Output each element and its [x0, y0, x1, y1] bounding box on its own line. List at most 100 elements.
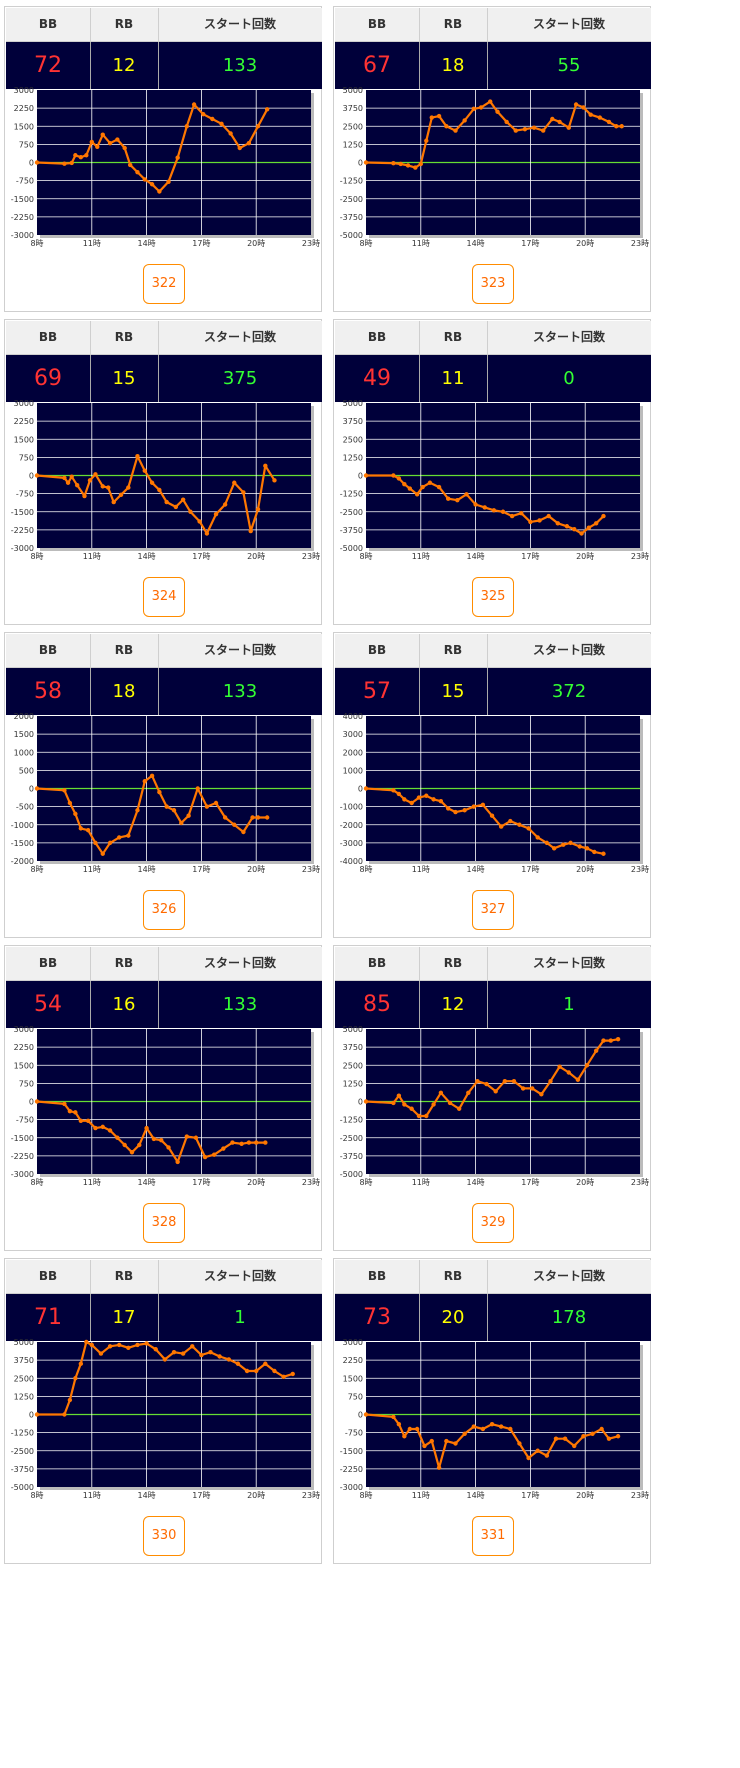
data-point — [402, 797, 407, 802]
y-tick-label: 5000 — [14, 1339, 34, 1347]
y-tick-label: 2250 — [343, 1356, 363, 1365]
machine-number-button[interactable]: 328 — [143, 1203, 185, 1243]
bb-count: 85 — [363, 992, 391, 1017]
x-tick-label: 11時 — [412, 239, 430, 247]
data-point — [180, 1351, 186, 1356]
y-tick-label: 1250 — [343, 1079, 363, 1088]
data-point — [171, 1349, 177, 1355]
machine-number-button[interactable]: 323 — [472, 264, 514, 304]
divider — [487, 668, 488, 715]
data-point — [517, 1441, 522, 1446]
data-point — [363, 1099, 369, 1104]
y-tick-label: 750 — [348, 1392, 363, 1401]
rb-count: 11 — [441, 368, 465, 389]
y-tick-label: 1500 — [14, 435, 34, 444]
data-point — [62, 161, 67, 166]
data-point — [391, 788, 396, 793]
y-tick-label: 3750 — [343, 1043, 363, 1052]
data-point — [584, 1063, 590, 1068]
x-tick-label: 20時 — [576, 239, 594, 247]
data-point — [478, 105, 484, 110]
divider — [158, 634, 159, 667]
data-point — [210, 116, 215, 122]
divider — [419, 947, 420, 980]
data-point — [407, 1426, 413, 1432]
x-tick-label: 23時 — [302, 865, 320, 873]
stats-header: BB RB スタート回数 — [6, 634, 322, 668]
stats-header: BB RB スタート回数 — [6, 947, 322, 981]
y-tick-label: 5000 — [343, 87, 363, 95]
data-point — [593, 1048, 599, 1053]
machine-number-button[interactable]: 324 — [143, 577, 185, 617]
data-point — [597, 115, 603, 120]
data-point — [405, 163, 411, 168]
data-point — [144, 1125, 149, 1131]
data-point — [197, 519, 202, 524]
data-point — [201, 111, 206, 117]
x-tick-label: 14時 — [138, 1491, 156, 1499]
x-tick-label: 23時 — [302, 552, 320, 560]
data-point — [87, 478, 93, 483]
y-tick-label: -2500 — [340, 195, 363, 204]
data-point — [537, 518, 542, 523]
data-point — [255, 815, 261, 820]
data-point — [453, 128, 458, 133]
y-tick-label: 1250 — [343, 140, 363, 149]
y-tick-label: -2500 — [11, 1447, 34, 1456]
machine-number-button[interactable]: 327 — [472, 890, 514, 930]
y-tick-label: 0 — [29, 159, 34, 168]
data-point — [550, 116, 555, 122]
data-point — [402, 482, 407, 487]
y-tick-label: -1500 — [340, 1447, 363, 1456]
machine-number-button[interactable]: 330 — [143, 1516, 185, 1556]
divider — [158, 42, 159, 89]
machine-number-button[interactable]: 329 — [472, 1203, 514, 1243]
x-tick-label: 17時 — [521, 1491, 539, 1499]
data-point — [438, 1090, 444, 1095]
data-point — [544, 840, 550, 846]
data-point — [480, 1426, 486, 1432]
y-tick-label: 0 — [358, 1411, 363, 1420]
data-point — [446, 496, 451, 501]
data-point — [579, 531, 584, 536]
data-point — [564, 524, 570, 529]
stats-header: BB RB スタート回数 — [335, 947, 651, 981]
bb-header: BB — [38, 956, 58, 970]
divider — [158, 981, 159, 1028]
data-point — [190, 1344, 195, 1349]
data-point — [489, 1421, 495, 1427]
data-point — [418, 161, 423, 167]
data-point — [100, 1124, 105, 1130]
y-tick-label: 1500 — [14, 122, 34, 131]
y-tick-label: 750 — [19, 140, 34, 149]
data-point — [232, 480, 237, 485]
bb-header: BB — [367, 17, 387, 31]
machine-number-button[interactable]: 331 — [472, 1516, 514, 1556]
x-tick-label: 8時 — [30, 1491, 43, 1499]
data-point — [586, 525, 592, 530]
stats-values: 69 15 375 — [6, 355, 322, 402]
data-point — [142, 177, 147, 182]
start-count: 133 — [222, 994, 258, 1015]
y-tick-label: 0 — [29, 1098, 34, 1107]
machine-number-button[interactable]: 322 — [143, 264, 185, 304]
x-tick-label: 20時 — [247, 1178, 265, 1186]
divider — [419, 634, 420, 667]
rb-count: 18 — [441, 55, 465, 76]
data-point — [151, 1136, 157, 1142]
y-tick-label: -2000 — [340, 821, 363, 830]
machine-number-button[interactable]: 326 — [143, 890, 185, 930]
data-point — [219, 121, 224, 127]
divider — [90, 668, 91, 715]
data-point — [228, 131, 233, 136]
data-point — [184, 124, 189, 129]
y-tick-label: 1500 — [14, 1061, 34, 1070]
data-point — [511, 1079, 517, 1084]
data-point — [157, 789, 162, 795]
data-point — [429, 1438, 434, 1444]
machine-number-button[interactable]: 325 — [472, 577, 514, 617]
data-point — [100, 132, 105, 137]
